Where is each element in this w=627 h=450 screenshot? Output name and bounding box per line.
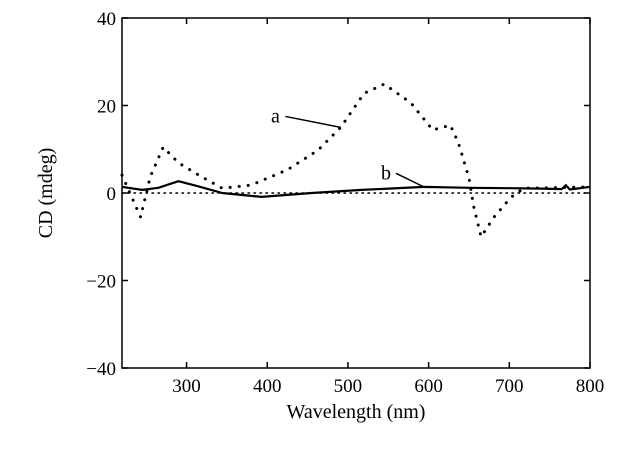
x-tick-label: 700 (495, 376, 524, 397)
x-tick-label: 300 (172, 376, 201, 397)
annotation-label-a: a (271, 105, 280, 127)
annotation-label-b: b (381, 162, 391, 184)
x-tick-label: 500 (334, 376, 363, 397)
y-axis-title: CD (mdeg) (35, 148, 57, 239)
y-tick-label: 20 (97, 97, 116, 118)
y-tick-label: 40 (97, 9, 116, 30)
series-line-a (120, 82, 592, 239)
y-tick-label: −20 (86, 272, 116, 293)
y-tick-label: 0 (107, 184, 117, 205)
annotation-leader-b (395, 172, 425, 188)
plot-area: a b 300 400 500 600 700 800 40 20 0 −20 −40 (86, 9, 604, 397)
x-tick-label: 600 (414, 376, 443, 397)
y-tick-label: −40 (86, 359, 116, 380)
series-line-b (121, 180, 591, 198)
x-tick-label: 400 (253, 376, 282, 397)
x-axis-title: Wavelength (nm) (287, 401, 426, 423)
annotation-leader-a (285, 115, 341, 129)
x-tick-label: 800 (576, 376, 605, 397)
